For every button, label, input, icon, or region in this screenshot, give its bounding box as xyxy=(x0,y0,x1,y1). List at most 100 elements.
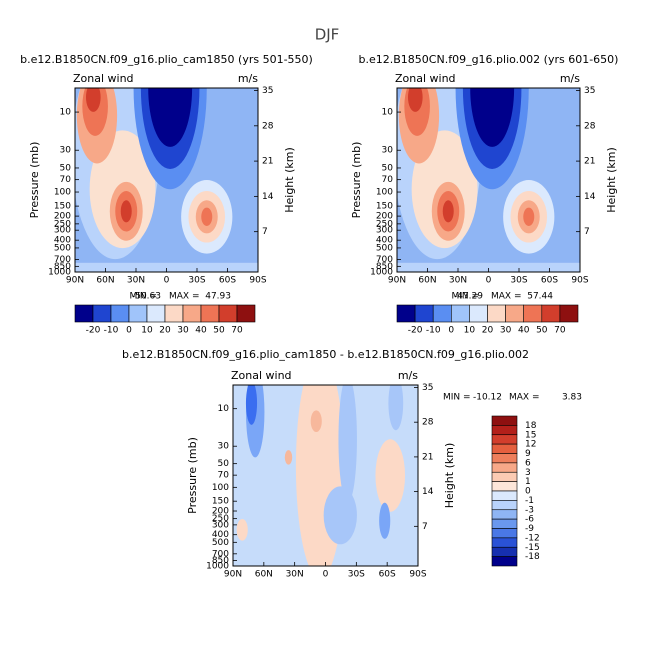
colorbar-label: -15 xyxy=(525,543,540,553)
colorbar-box xyxy=(491,546,518,557)
colorbar-box xyxy=(491,443,518,454)
colorbar-box xyxy=(491,490,518,501)
y2-tick-label: 14 xyxy=(262,192,274,202)
y-axis-label: Pressure (mb) xyxy=(350,142,363,219)
x-tick-label: 30S xyxy=(348,570,365,580)
y2-tick-label: 21 xyxy=(422,452,433,462)
y-tick-label: 30 xyxy=(218,442,230,452)
y-tick-label: 30 xyxy=(382,146,394,156)
colorbar-box xyxy=(505,304,525,323)
contour-field xyxy=(75,88,258,272)
y-tick-label: 700 xyxy=(376,255,393,265)
y-tick-label: 500 xyxy=(376,243,393,253)
colorbar-label: -9 xyxy=(525,524,534,534)
y-tick-label: 1000 xyxy=(48,268,71,278)
y-tick-label: 30 xyxy=(60,146,72,156)
colorbar-box xyxy=(491,462,518,473)
y-tick-label: 300 xyxy=(376,226,393,236)
colorbar-label: 0 xyxy=(448,326,454,336)
colorbar-label: -12 xyxy=(525,533,540,543)
colorbar-box xyxy=(396,304,416,323)
x-tick-label: 30N xyxy=(127,276,145,286)
colorbar-label: -3 xyxy=(525,505,534,515)
units-label: m/s xyxy=(398,369,418,382)
max-label: MAX = xyxy=(509,393,540,403)
y-tick-label: 400 xyxy=(212,530,229,540)
y-tick-label: 500 xyxy=(212,538,229,548)
figure-title: DJF xyxy=(315,26,340,44)
x-tick-label: 30S xyxy=(188,276,205,286)
y2-tick-label: 14 xyxy=(584,192,596,202)
colorbar-box xyxy=(491,518,518,529)
y-tick-label: 250 xyxy=(54,219,71,229)
colorbar-label: -20 xyxy=(86,326,101,336)
colorbar-label: -6 xyxy=(525,515,534,525)
y-tick-label: 1000 xyxy=(370,268,393,278)
contour-field xyxy=(397,88,580,272)
y-tick-label: 10 xyxy=(218,404,230,414)
field-label: Zonal wind xyxy=(231,369,292,382)
y-tick-label: 850 xyxy=(376,262,393,272)
y-tick-label: 70 xyxy=(218,471,230,481)
y2-tick-label: 35 xyxy=(262,86,273,96)
y-tick-label: 700 xyxy=(212,549,229,559)
colorbar-box xyxy=(541,304,561,323)
colorbar-box xyxy=(491,509,518,520)
colorbar-label: 6 xyxy=(525,458,531,468)
y-tick-label: 50 xyxy=(60,163,72,173)
colorbar-label: -10 xyxy=(104,326,119,336)
colorbar-label: 40 xyxy=(195,326,207,336)
x-tick-label: 60S xyxy=(541,276,558,286)
colorbar-label: 30 xyxy=(177,326,189,336)
x-tick-label: 90S xyxy=(249,276,266,286)
y-tick-label: 200 xyxy=(212,507,229,517)
colorbar-label: 70 xyxy=(554,326,566,336)
field-label: Zonal wind xyxy=(395,72,456,85)
colorbar-box xyxy=(491,415,518,426)
x-tick-label: 60N xyxy=(255,570,273,580)
colorbar-box xyxy=(491,537,518,548)
colorbar-label: 40 xyxy=(518,326,530,336)
y-tick-label: 850 xyxy=(212,556,229,566)
x-tick-label: 60S xyxy=(379,570,396,580)
units-label: m/s xyxy=(560,72,580,85)
min-value: -10.12 xyxy=(473,393,502,403)
colorbar-label: 0 xyxy=(525,487,531,497)
x-tick-label: 90S xyxy=(409,570,426,580)
colorbar-label: 70 xyxy=(231,326,243,336)
colorbar-label: 9 xyxy=(525,449,531,459)
colorbar-box xyxy=(128,304,148,323)
colorbar-box xyxy=(491,434,518,445)
colorbar-box xyxy=(218,304,238,323)
field-label: Zonal wind xyxy=(73,72,134,85)
min-value: -50.63 xyxy=(132,292,161,302)
colorbar-label: 20 xyxy=(482,326,494,336)
x-tick-label: 0 xyxy=(486,276,492,286)
y-tick-label: 150 xyxy=(376,202,393,212)
colorbar-label: -1 xyxy=(525,496,534,506)
x-tick-label: 90N xyxy=(388,276,406,286)
y-axis-label: Pressure (mb) xyxy=(28,142,41,219)
y-tick-label: 250 xyxy=(376,219,393,229)
x-tick-label: 60N xyxy=(418,276,436,286)
colorbar-box xyxy=(491,425,518,436)
colorbar-box xyxy=(491,481,518,492)
y-tick-label: 100 xyxy=(376,188,393,198)
colorbar-label: 18 xyxy=(525,421,537,431)
contour-field xyxy=(233,385,418,566)
y-tick-label: 400 xyxy=(376,236,393,246)
colorbar-box xyxy=(469,304,488,323)
y2-axis-label: Height (km) xyxy=(605,147,618,213)
max-label: MAX = xyxy=(169,292,200,302)
colorbar-box xyxy=(432,304,452,323)
y-tick-label: 300 xyxy=(212,520,229,530)
colorbar-label: 0 xyxy=(126,326,132,336)
y-tick-label: 10 xyxy=(382,108,394,118)
y-tick-label: 10 xyxy=(60,108,72,118)
y2-tick-label: 35 xyxy=(422,383,433,393)
y-tick-label: 200 xyxy=(376,212,393,222)
x-tick-label: 30N xyxy=(286,570,304,580)
max-label: MAX = xyxy=(491,292,522,302)
